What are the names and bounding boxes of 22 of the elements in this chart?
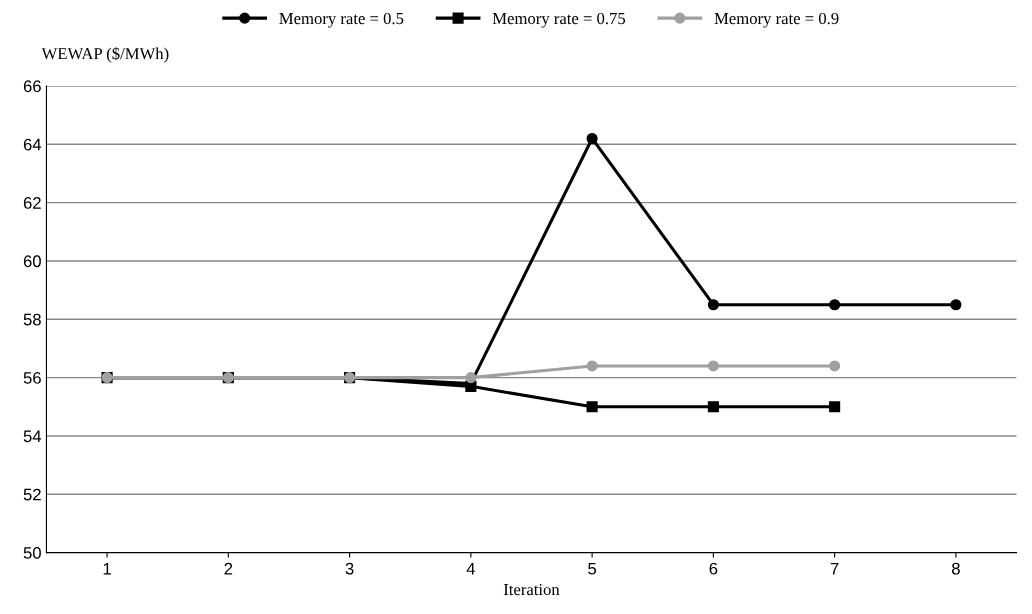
y-tick-label: 52 xyxy=(23,488,41,501)
y-tick-label: 60 xyxy=(23,255,41,268)
x-tick-label: 4 xyxy=(466,562,475,575)
y-tick-label: 64 xyxy=(23,138,42,151)
y-tick-label: 62 xyxy=(23,197,41,209)
x-tick-label: 2 xyxy=(224,562,233,575)
legend-label: Memory rate = 0.5 xyxy=(279,12,404,28)
x-axis-title: Iteration xyxy=(503,583,560,596)
y-tick-label: 54 xyxy=(23,430,42,443)
x-tick-label: 3 xyxy=(345,562,354,575)
y-axis-title: WEWAP ($/MWh) xyxy=(41,47,169,63)
y-tick-label: 58 xyxy=(23,313,41,326)
y-tick-label: 50 xyxy=(23,547,41,559)
x-tick-label: 8 xyxy=(951,562,960,575)
y-tick-label: 56 xyxy=(23,372,41,384)
x-tick-label: 7 xyxy=(830,562,839,575)
x-tick-label: 5 xyxy=(588,562,597,575)
legend-label: Memory rate = 0.75 xyxy=(492,12,626,28)
x-tick-label: 6 xyxy=(709,562,718,575)
x-tick-label: 1 xyxy=(103,562,111,575)
y-tick-label: 66 xyxy=(23,80,41,93)
legend-label: Memory rate = 0.9 xyxy=(714,12,839,28)
